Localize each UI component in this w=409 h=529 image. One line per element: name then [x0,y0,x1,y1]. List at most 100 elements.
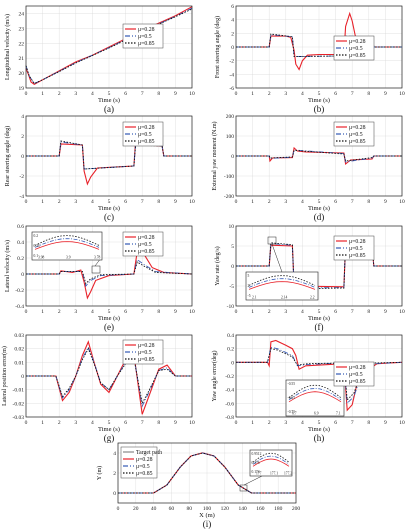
x-tick-label: 4 [301,420,304,426]
y-tick-label: 0 [231,360,234,366]
y-tick-label: 20 [19,71,25,77]
inset-y-tick: 0.1 [34,254,39,258]
y-axis-label: Longitudinal velocity (m/s) [4,14,11,80]
x-tick-label: 5 [318,420,321,426]
zoom-box [91,265,101,274]
y-tick-label: 0.01 [14,360,24,366]
inset-y-tick: 5 [248,274,250,278]
x-tick-label: 9 [174,199,177,205]
x-tick-label: 2 [58,91,61,97]
series-line-black [26,347,192,405]
inset-x-tick: 3.78 [94,256,100,260]
x-tick-label: 5 [108,309,111,315]
inset-curve [288,388,342,401]
x-tick-label: 9 [384,420,387,426]
legend-label: μ=0.28 [136,457,153,463]
x-tick-label: 4 [91,420,94,426]
inset-curve [248,278,316,288]
legend-label: μ=0.85 [138,41,155,47]
y-axis-label: Front steering angle (deg) [214,16,221,78]
x-axis-label: Time (s) [98,315,120,322]
series-line-blue [118,452,296,494]
y-tick-label: -2 [19,174,24,180]
inset-curve [252,452,290,463]
x-tick-label: 4 [301,199,304,205]
x-tick-label: 7 [141,199,144,205]
x-tick-label: 20 [133,506,139,512]
legend: μ=0.28μ=0.5μ=0.85 [333,35,375,61]
legend: μ=0.28μ=0.5μ=0.85 [333,361,375,387]
x-tick-label: 200 [292,506,301,512]
legend-label: μ=0.5 [349,46,363,52]
x-axis-label: X (m) [199,512,215,519]
y-tick-label: -10 [227,304,235,310]
x-tick-label: 2 [268,199,271,205]
y-tick-label: -5 [229,284,234,290]
zoom-box [239,484,248,492]
y-tick-label: 6 [231,4,234,10]
x-axis-label: Time (s) [308,205,330,212]
legend-label: μ=0.5 [138,350,152,356]
x-tick-label: 8 [157,91,160,97]
legend-label: μ=0.5 [138,242,152,248]
y-tick-label: 200 [226,114,235,120]
x-tick-label: 10 [189,91,195,97]
x-tick-label: 180 [274,506,283,512]
plot-frame [235,115,403,197]
x-tick-label: 8 [157,199,160,205]
series-line-black [118,452,296,494]
x-tick-label: 4 [301,309,304,315]
x-tick-label: 10 [399,420,405,426]
subfigure-caption: (h) [314,433,325,443]
x-tick-label: 7 [141,309,144,315]
subfigure-caption: (c) [104,212,114,222]
x-tick-label: 6 [124,199,127,205]
legend-label: Target path [136,450,162,456]
y-tick-label: 23 [19,26,25,32]
plot-frame [235,334,403,418]
legend-label: μ=0.85 [138,249,155,255]
y-tick-label: 10 [229,224,235,230]
x-tick-label: 3 [284,199,287,205]
y-axis-label: Yaw rate (deg/s) [214,246,221,285]
x-tick-label: 40 [151,506,157,512]
chart-g: -0.03 -0.02 -0.01 0 0.01 0.02 0.03 0 1 2 3 4 5 6 7 8 9 10… [1,333,195,443]
y-tick-label: 0 [231,264,234,270]
inset-curve [34,235,100,246]
x-tick-label: 4 [91,199,94,205]
legend-label: μ=0.85 [136,471,153,477]
x-tick-label: 8 [367,309,370,315]
y-tick-label: 0.4 [227,333,234,339]
x-tick-label: 5 [318,199,321,205]
inset-y-tick: -0.75 [288,410,296,414]
x-tick-label: 7 [141,91,144,97]
x-tick-label: 5 [108,91,111,97]
y-tick-label: 24 [19,11,25,17]
subfigure-caption: (e) [104,322,114,332]
series-line-black [236,33,402,58]
inset-y-tick: 0.9512 [252,452,262,456]
y-tick-label: 0.02 [14,347,24,353]
x-axis-label: Time (s) [308,315,330,322]
x-tick-label: 8 [367,91,370,97]
plot-frame [25,115,193,197]
inset-x-tick: 6.7 [292,412,297,416]
plot-frame [25,334,193,418]
y-axis-label: Lateral velocity (m/s) [4,240,11,292]
legend-label: μ=0.85 [349,139,366,145]
plot-frame [25,5,193,89]
x-tick-label: 1 [251,420,254,426]
x-tick-label: 8 [367,199,370,205]
x-tick-label: 8 [157,309,160,315]
inset-y-tick: 2 [248,284,250,288]
x-tick-label: 9 [384,309,387,315]
plot-frame [117,442,297,504]
x-tick-label: 9 [174,309,177,315]
x-tick-label: 160 [256,506,265,512]
chart-f: -10 -5 0 5 10 0 1 2 3 4 5 6 7 8 9 10 Time (s) Yaw rate (d… [214,224,405,332]
y-tick-label: -0.02 [13,401,25,407]
y-axis-label: Lateral position error(m) [1,346,8,406]
x-tick-label: 10 [399,91,405,97]
y-tick-label: 2 [21,134,24,140]
